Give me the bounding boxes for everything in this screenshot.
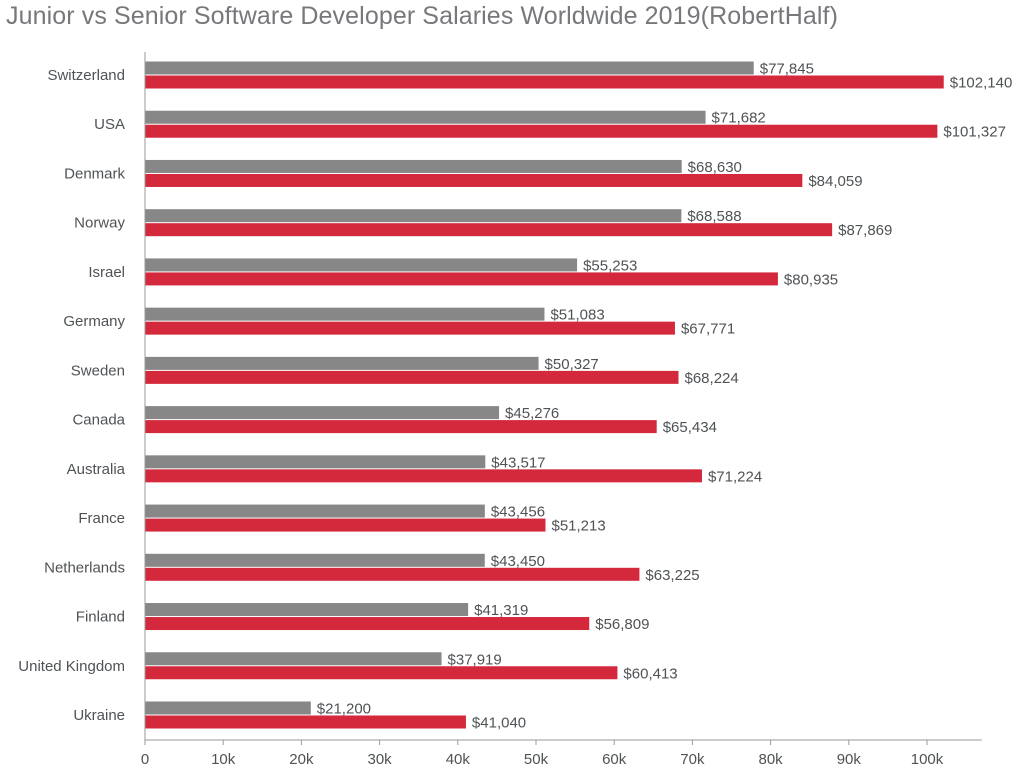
category-label: Denmark — [64, 165, 125, 182]
senior-value-label: $67,771 — [681, 321, 735, 338]
senior-bar — [145, 518, 546, 532]
senior-bar — [145, 617, 590, 631]
junior-bar — [145, 356, 539, 370]
junior-bar — [145, 209, 682, 223]
junior-value-label: $77,845 — [760, 61, 814, 78]
senior-bar — [145, 75, 944, 89]
x-tick-label: 50k — [524, 751, 549, 768]
x-tick-label: 70k — [680, 751, 705, 768]
junior-value-label: $71,682 — [712, 110, 766, 127]
labels-layer: 0 10k 20k 30k 40k 50k 60k 70k 80k 90k 100k Switzerl… — [18, 61, 1012, 768]
junior-value-label: $43,450 — [491, 553, 545, 570]
x-tick-label: 100k — [911, 751, 944, 768]
junior-value-label: $68,588 — [687, 208, 741, 225]
senior-value-label: $84,059 — [808, 173, 862, 190]
junior-value-label: $50,327 — [545, 356, 599, 373]
category-label: Canada — [72, 412, 125, 429]
senior-value-label: $102,140 — [950, 75, 1013, 92]
chart-title: Junior vs Senior Software Developer Sala… — [6, 2, 839, 30]
x-tick-label: 0 — [141, 751, 149, 768]
junior-value-label: $43,456 — [491, 504, 545, 521]
x-tick-label: 20k — [289, 751, 314, 768]
junior-bar — [145, 652, 442, 666]
category-label: Netherlands — [44, 559, 125, 576]
senior-value-label: $63,225 — [645, 567, 699, 584]
senior-bar — [145, 469, 702, 483]
junior-bar — [145, 159, 682, 173]
category-label: Germany — [63, 313, 125, 330]
junior-bar — [145, 406, 500, 420]
junior-value-label: $41,319 — [474, 602, 528, 619]
junior-value-label: $43,517 — [491, 454, 545, 471]
junior-bar — [145, 61, 754, 75]
senior-bar — [145, 272, 778, 286]
junior-bar — [145, 307, 545, 321]
category-label: Finland — [76, 609, 125, 626]
junior-value-label: $51,083 — [550, 307, 604, 324]
senior-value-label: $101,327 — [943, 124, 1006, 141]
senior-value-label: $60,413 — [623, 665, 677, 682]
category-label: Norway — [74, 215, 125, 232]
axes-layer — [144, 52, 982, 745]
senior-bar — [145, 370, 679, 384]
senior-bar — [145, 567, 640, 581]
senior-value-label: $41,040 — [472, 714, 526, 731]
x-tick-label: 10k — [211, 751, 236, 768]
x-tick-label: 30k — [368, 751, 393, 768]
x-tick-label: 40k — [446, 751, 471, 768]
category-label: USA — [94, 116, 125, 133]
junior-bar — [145, 455, 486, 469]
category-label: France — [78, 510, 125, 527]
junior-value-label: $68,630 — [688, 159, 742, 176]
junior-value-label: $45,276 — [505, 405, 559, 422]
senior-bar — [145, 715, 466, 729]
senior-value-label: $51,213 — [551, 518, 605, 535]
senior-value-label: $80,935 — [784, 271, 838, 288]
x-tick-label: 80k — [759, 751, 784, 768]
category-label: United Kingdom — [18, 658, 125, 675]
senior-bar — [145, 666, 618, 680]
senior-bar — [145, 223, 833, 237]
senior-value-label: $68,224 — [685, 370, 739, 387]
x-tick-label: 60k — [602, 751, 627, 768]
junior-bar — [145, 504, 485, 518]
category-label: Ukraine — [73, 707, 125, 724]
junior-bar — [145, 258, 578, 272]
senior-bar — [145, 321, 675, 335]
junior-value-label: $21,200 — [317, 700, 371, 717]
senior-bar — [145, 420, 657, 434]
junior-bar — [145, 110, 706, 124]
senior-bar — [145, 124, 938, 138]
junior-value-label: $37,919 — [448, 651, 502, 668]
junior-bar — [145, 701, 311, 715]
senior-value-label: $71,224 — [708, 468, 762, 485]
junior-bar — [145, 603, 469, 617]
category-label: Israel — [88, 264, 125, 281]
category-label: Sweden — [71, 362, 125, 379]
category-label: Switzerland — [47, 67, 125, 84]
category-label: Australia — [67, 461, 126, 478]
junior-value-label: $55,253 — [583, 257, 637, 274]
senior-value-label: $56,809 — [595, 616, 649, 633]
senior-bar — [145, 173, 803, 187]
junior-bar — [145, 553, 485, 567]
senior-value-label: $65,434 — [663, 419, 717, 436]
bars-layer — [145, 61, 944, 729]
x-tick-label: 90k — [837, 751, 862, 768]
senior-value-label: $87,869 — [838, 222, 892, 239]
